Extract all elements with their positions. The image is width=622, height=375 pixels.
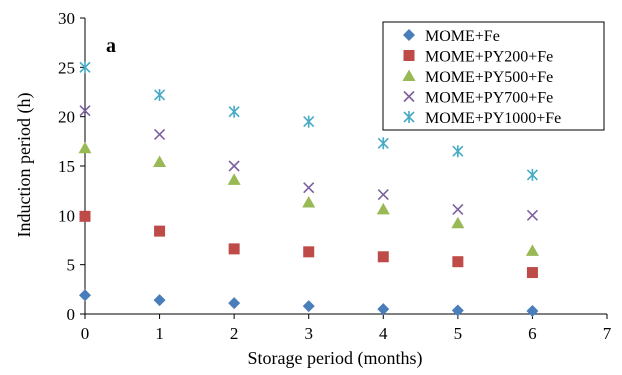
data-point xyxy=(451,304,464,317)
legend-item: MOME+PY500+Fe xyxy=(402,69,553,86)
data-point xyxy=(302,300,315,313)
y-tick-label: 0 xyxy=(67,305,76,324)
data-point xyxy=(377,189,389,201)
data-point xyxy=(302,196,316,208)
data-point xyxy=(303,182,315,194)
data-point xyxy=(154,88,166,101)
series-3 xyxy=(78,141,539,256)
data-point xyxy=(303,246,315,258)
y-axis-title: Induction period (h) xyxy=(14,93,35,238)
x-tick-label: 6 xyxy=(528,324,537,343)
data-point xyxy=(377,251,389,263)
x-tick-label: 0 xyxy=(81,324,90,343)
legend-marker xyxy=(402,69,416,81)
data-point xyxy=(452,203,464,215)
legend-box xyxy=(382,21,605,131)
y-axis-ticks: 0 5 10 15 20 25 30 xyxy=(58,9,85,324)
data-point xyxy=(228,105,240,118)
legend-marker xyxy=(403,90,415,103)
data-point xyxy=(154,128,166,140)
data-point xyxy=(377,303,390,316)
legend-label: MOME+PY1000+Fe xyxy=(425,110,561,127)
data-point xyxy=(525,244,539,256)
y-tick-label: 20 xyxy=(58,108,75,127)
data-point xyxy=(451,216,465,229)
y-tick-label: 15 xyxy=(58,157,75,176)
y-tick-label: 30 xyxy=(58,9,75,28)
series-2 xyxy=(79,210,538,279)
legend-label: MOME+Fe xyxy=(425,28,500,45)
x-tick-label: 5 xyxy=(454,324,463,343)
data-point xyxy=(153,294,166,307)
data-points xyxy=(78,61,539,318)
legend-marker xyxy=(403,50,415,61)
legend-label: MOME+PY700+Fe xyxy=(425,90,553,107)
x-tick-label: 2 xyxy=(230,324,239,343)
data-point xyxy=(526,209,538,221)
legend: MOME+Fe MOME+PY200+Fe MOME+PY500+Fe MOME+PY… xyxy=(382,21,605,131)
legend-label: MOME+PY200+Fe xyxy=(425,49,553,66)
x-tick-label: 3 xyxy=(304,324,313,343)
data-point xyxy=(228,243,240,255)
data-point xyxy=(377,137,389,150)
data-point xyxy=(79,105,91,117)
data-point xyxy=(78,141,92,154)
data-point xyxy=(227,173,241,185)
series-5 xyxy=(79,61,538,181)
series-4 xyxy=(79,105,538,221)
legend-marker xyxy=(403,29,415,41)
x-tick-label: 1 xyxy=(155,324,164,343)
data-point xyxy=(79,61,91,74)
panel-label: a xyxy=(106,35,116,57)
data-point xyxy=(452,145,464,158)
legend-marker xyxy=(403,111,415,123)
x-tick-label: 4 xyxy=(379,324,388,343)
data-point xyxy=(79,210,91,222)
data-point xyxy=(153,155,167,168)
data-point xyxy=(452,256,464,268)
data-point xyxy=(376,202,390,215)
data-point xyxy=(303,115,315,128)
data-point xyxy=(526,305,539,318)
x-axis-title: Storage period (months) xyxy=(248,348,423,369)
legend-label: MOME+PY500+Fe xyxy=(425,69,553,86)
y-tick-label: 5 xyxy=(67,256,76,275)
data-point xyxy=(79,289,91,302)
legend-item: MOME+PY1000+Fe xyxy=(403,110,561,127)
data-point xyxy=(154,225,166,237)
x-axis-ticks: 0 1 2 3 4 5 6 7 xyxy=(81,314,612,343)
series-1 xyxy=(79,289,539,318)
legend-item: MOME+PY700+Fe xyxy=(403,90,553,107)
legend-item: MOME+Fe xyxy=(403,28,500,45)
data-point xyxy=(526,168,538,181)
data-point xyxy=(228,160,240,172)
data-point xyxy=(526,267,538,279)
y-tick-label: 10 xyxy=(58,206,75,225)
y-tick-label: 25 xyxy=(58,58,75,77)
data-point xyxy=(228,297,241,310)
x-tick-label: 7 xyxy=(603,324,612,343)
legend-item: MOME+PY200+Fe xyxy=(403,49,553,66)
